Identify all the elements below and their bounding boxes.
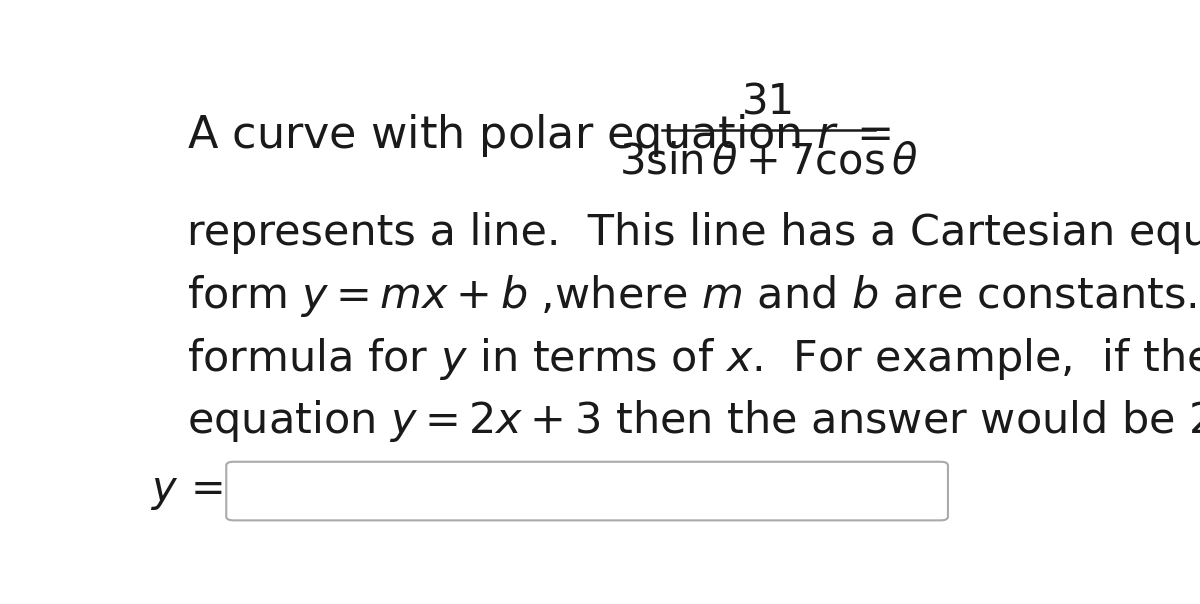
Text: equation $y = 2x + 3$ then the answer would be $2 \cdot x + 3$.: equation $y = 2x + 3$ then the answer wo… xyxy=(187,398,1200,445)
Text: $3\sin\theta + 7\cos\theta$: $3\sin\theta + 7\cos\theta$ xyxy=(619,141,918,183)
Text: formula for $y$ in terms of $x$.  For example,  if the line had: formula for $y$ in terms of $x$. For exa… xyxy=(187,335,1200,382)
Text: represents a line.  This line has a Cartesian equation of the: represents a line. This line has a Carte… xyxy=(187,212,1200,254)
Text: A curve with polar equation $r\;=\;$: A curve with polar equation $r\;=\;$ xyxy=(187,112,890,159)
Text: 31: 31 xyxy=(742,82,796,124)
FancyBboxPatch shape xyxy=(227,461,948,521)
Text: $y\,=$: $y\,=$ xyxy=(150,470,222,512)
Text: form $y = mx + b$ ,where $m$ and $b$ are constants.  Give the: form $y = mx + b$ ,where $m$ and $b$ are… xyxy=(187,273,1200,319)
